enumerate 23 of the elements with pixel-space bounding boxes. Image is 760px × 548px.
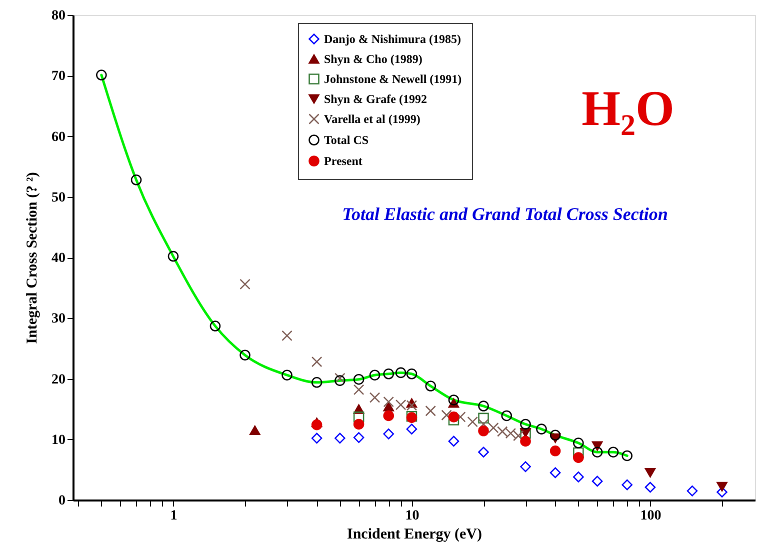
legend-label: Total CS [324,133,369,147]
y-tick-label: 50 [52,190,66,206]
y-tick-label: 10 [52,432,66,448]
y-tick-label: 20 [52,372,66,388]
legend-label: Shyn & Grafe (1992 [324,92,427,106]
annotation: Total Elastic and Grand Total Cross Section [342,204,668,224]
legend-label: Varella et al (1999) [324,112,420,126]
x-axis-title: Incident Energy (eV) [347,526,482,542]
y-axis-title: Integral Cross Section (? ²) [24,172,40,344]
y-tick-label: 30 [52,312,66,327]
x-tick-label: 100 [640,508,662,524]
legend-label: Danjo & Nishimura (1985) [324,32,461,46]
x-tick-label: 1 [170,508,178,524]
x-tick-label: 10 [405,508,420,524]
y-tick-label: 40 [52,251,66,266]
legend-label: Shyn & Cho (1989) [324,52,422,66]
y-tick-label: 60 [52,130,66,145]
y-tick-label: 0 [58,494,66,508]
y-tick-label: 70 [52,69,66,84]
annotation: H₂O [582,80,674,136]
legend-label: Johnstone & Newell (1991) [324,72,462,86]
legend-label: Present [324,154,362,168]
y-tick-label: 80 [52,8,66,24]
